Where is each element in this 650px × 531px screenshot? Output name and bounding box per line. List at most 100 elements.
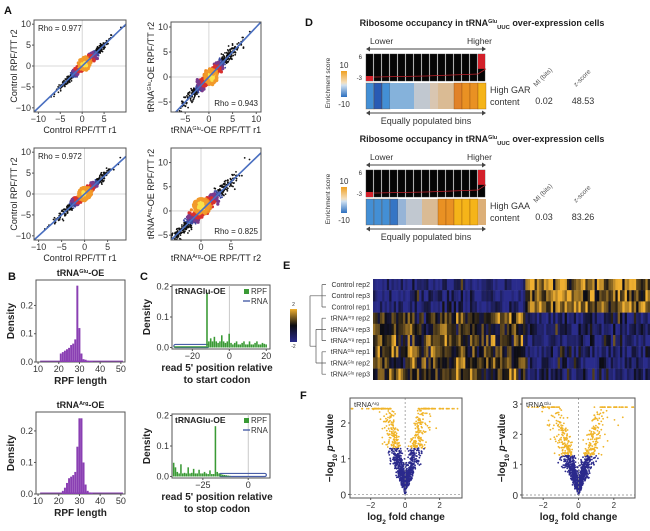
heatmap-cell	[414, 290, 418, 302]
heatmap-cell	[486, 312, 489, 324]
heatmap-cell	[622, 312, 625, 324]
enrichment-bin	[381, 198, 391, 226]
heatmap-cell	[633, 301, 637, 313]
heatmap-cell	[439, 368, 443, 380]
heatmap-cell	[638, 357, 642, 369]
label-part: tRNA	[57, 268, 80, 278]
heatmap-cell	[603, 301, 607, 313]
enrichment-bin	[446, 83, 454, 109]
label-part: UUC	[497, 25, 510, 31]
heatmap-cell	[488, 346, 492, 358]
heatmap-cell	[532, 301, 535, 313]
heatmap-cell	[409, 323, 413, 336]
heatmap-cell	[430, 368, 434, 380]
data-point	[164, 246, 166, 248]
heatmap-cell	[622, 279, 625, 291]
y-axis-label: Control RPF/TT r2	[9, 157, 19, 230]
heatmap-cell	[433, 290, 436, 302]
label-part: tRNA	[331, 316, 348, 323]
x-tick-label: 50	[116, 364, 126, 374]
heatmap-cell	[502, 368, 505, 380]
data-point	[232, 182, 235, 184]
heatmap-cell	[451, 312, 455, 324]
heatmap-cell	[437, 323, 441, 336]
heatmap-cell	[511, 312, 515, 324]
heatmap-cell	[479, 301, 482, 313]
y-tick-label: 0.0	[156, 471, 169, 481]
label-part: rep1	[354, 338, 370, 345]
heatmap-cell	[529, 357, 533, 369]
y-tick-label: 0.1	[156, 312, 169, 322]
heatmap-cell	[504, 368, 508, 380]
data-point	[97, 52, 100, 55]
heatmap-cell	[592, 301, 595, 313]
heatmap-cell	[463, 279, 466, 291]
data-point	[238, 174, 241, 177]
histogram-bar	[80, 353, 83, 362]
occupancy-bin	[461, 169, 470, 198]
heatmap-cell	[610, 368, 614, 380]
rpf-bar	[218, 473, 220, 477]
label-part: Glu	[147, 82, 153, 90]
heatmap-cell	[389, 279, 392, 291]
heatmap-cell	[446, 301, 450, 313]
heatmap-cell	[419, 290, 422, 302]
heatmap-cell	[479, 290, 482, 302]
heatmap-cell	[613, 312, 616, 324]
heatmap-cell	[384, 279, 388, 291]
heatmap-cell	[488, 357, 492, 369]
heatmap-cell	[430, 357, 434, 369]
enrichment-bin	[422, 83, 430, 109]
data-point	[218, 195, 221, 197]
heatmap-cell	[532, 312, 535, 324]
heatmap-cell	[564, 335, 568, 347]
x-tick-label: −5	[55, 114, 65, 124]
heatmap-cell	[428, 279, 432, 291]
histogram-bar	[90, 493, 93, 494]
heatmap-cell	[624, 323, 628, 336]
heatmap-cell	[546, 368, 549, 380]
heatmap-cell	[523, 279, 526, 291]
data-point	[233, 188, 236, 191]
occupancy-bin	[397, 169, 406, 198]
heatmap-cell	[564, 301, 568, 313]
heatmap-cell	[504, 290, 508, 302]
heatmap-cell	[622, 335, 625, 347]
heatmap-cell	[439, 301, 443, 313]
data-point	[103, 173, 106, 175]
heatmap-cell	[633, 290, 637, 302]
heatmap-cell	[379, 279, 383, 291]
heatmap-cell	[458, 279, 462, 291]
heatmap-cell	[502, 357, 505, 369]
heatmap-cell	[626, 301, 630, 313]
rpf-bar	[211, 341, 214, 348]
data-point	[225, 179, 227, 182]
heatmap-cell	[520, 335, 524, 347]
heatmap-cell	[589, 312, 593, 324]
data-point	[233, 46, 236, 49]
data-point	[192, 203, 197, 208]
data-point	[207, 82, 211, 86]
heatmap-cell	[601, 335, 605, 347]
label-part: Arg	[79, 401, 88, 407]
data-point	[235, 177, 238, 180]
heatmap-cell	[601, 368, 605, 380]
data-point	[189, 224, 192, 226]
heatmap-cell	[458, 357, 462, 369]
heatmap-cell	[433, 346, 436, 358]
enrichment-bin	[453, 198, 463, 226]
heatmap-cell	[578, 357, 582, 369]
heatmap-cell	[497, 301, 501, 313]
heatmap-cell	[645, 290, 648, 302]
label-part: Glu	[79, 269, 88, 275]
heatmap-cell	[511, 323, 515, 336]
heatmap-cell	[518, 323, 522, 336]
data-point	[95, 180, 98, 182]
dendrogram-branch	[321, 317, 326, 341]
occupancy-red-high	[478, 170, 485, 185]
heatmap-cell	[523, 312, 526, 324]
heatmap-cell	[495, 323, 498, 336]
heatmap-cell	[566, 312, 570, 324]
heatmap-cell	[472, 301, 475, 313]
heatmap-cell	[414, 357, 418, 369]
